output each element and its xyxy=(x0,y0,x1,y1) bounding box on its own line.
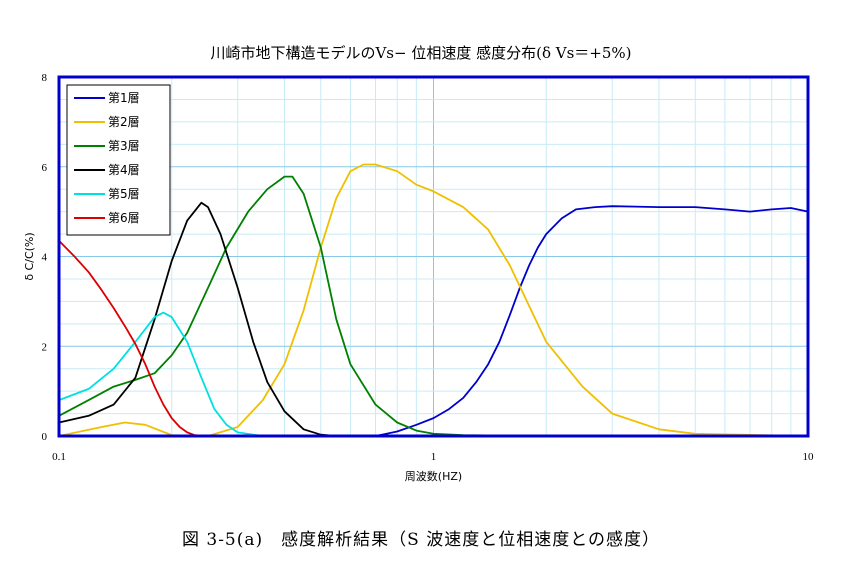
y-axis-label: δ C/C(%) xyxy=(23,232,36,280)
legend-label-6: 第6層 xyxy=(108,211,140,225)
series-line-3 xyxy=(58,175,808,437)
x-tick-label: 0.1 xyxy=(52,451,66,463)
y-tick-label: 4 xyxy=(42,252,48,264)
y-tick-label: 6 xyxy=(42,162,48,174)
chart-title: 川崎市地下構造モデルのVs− 位相速度 感度分布(δ Vs＝+5%) xyxy=(210,44,631,62)
x-tick-label: 10 xyxy=(803,451,815,463)
plot-frame xyxy=(57,75,810,438)
series-line-1 xyxy=(59,205,809,437)
legend-label-3: 第3層 xyxy=(108,139,140,153)
legend-label-1: 第1層 xyxy=(108,91,140,105)
legend-label-4: 第4層 xyxy=(108,163,140,177)
legend-box xyxy=(66,84,171,236)
y-tick-label: 0 xyxy=(42,431,48,443)
x-axis-label: 周波数(HZ) xyxy=(405,470,462,483)
legend-label-5: 第5層 xyxy=(108,187,140,201)
y-tick-label: 2 xyxy=(42,341,48,353)
tick-labels: 0.1 1 10 0 2 4 6 8 xyxy=(42,72,815,463)
grid xyxy=(59,77,808,436)
figure-caption: 図 3-5(a) 感度解析結果（S 波速度と位相速度との感度） xyxy=(181,530,661,550)
legend-label-2: 第2層 xyxy=(108,115,140,129)
y-tick-label: 8 xyxy=(42,72,48,84)
x-tick-label: 1 xyxy=(431,451,437,463)
